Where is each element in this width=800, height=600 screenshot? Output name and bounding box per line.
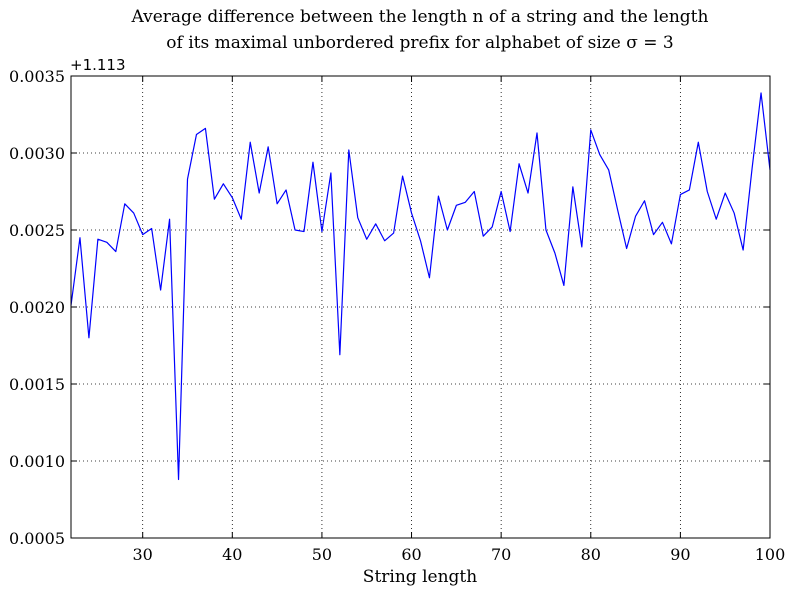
y-tick-label: 0.0025: [9, 221, 65, 240]
y-tick-label: 0.0015: [9, 375, 65, 394]
y-tick-label: 0.0010: [9, 452, 65, 471]
x-tick-label: 100: [755, 545, 786, 564]
x-axis-label: String length: [363, 567, 477, 587]
x-tick-label: 40: [222, 545, 242, 564]
y-tick-label: 0.0020: [9, 298, 65, 317]
chart-title-line1: Average difference between the length n …: [131, 7, 709, 27]
x-tick-label: 50: [312, 545, 332, 564]
y-offset-label: +1.113: [70, 56, 126, 74]
x-tick-label: 80: [581, 545, 601, 564]
x-tick-label: 60: [401, 545, 421, 564]
grid-lines: [71, 76, 771, 538]
chart-title-line2: of its maximal unbordered prefix for alp…: [166, 33, 673, 53]
plot-frame: [70, 75, 771, 539]
tick-labels: 30 40 50 60 70 80 90 100 0.0005 0.0010 0.0015 0.002…: [9, 67, 785, 564]
x-tick-label: 70: [491, 545, 511, 564]
y-tick-label: 0.0005: [9, 529, 65, 548]
y-tick-label: 0.0030: [9, 144, 65, 163]
y-tick-label: 0.0035: [9, 67, 65, 86]
series-line: [70, 92, 771, 481]
x-tick-label: 90: [670, 545, 690, 564]
x-tick-label: 30: [133, 545, 153, 564]
